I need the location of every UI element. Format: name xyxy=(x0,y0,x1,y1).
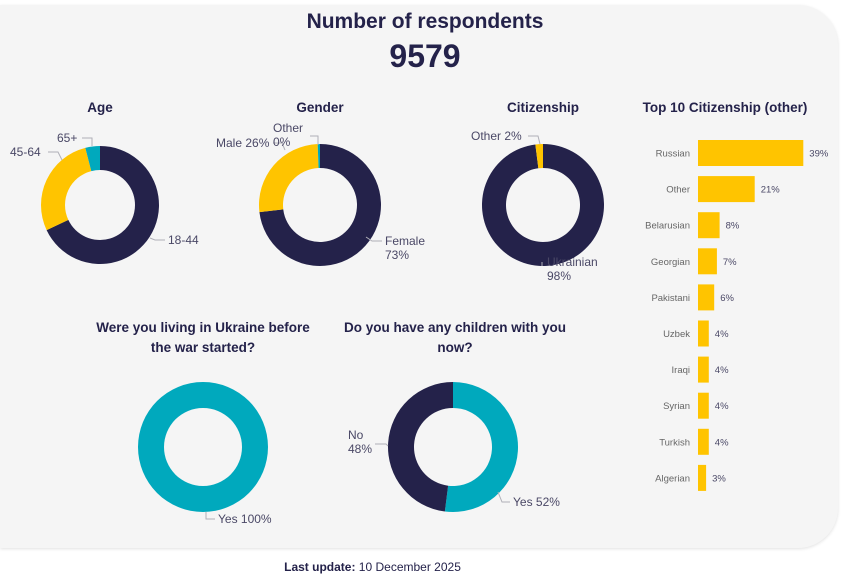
leader-line xyxy=(375,443,389,447)
last-update-date: 10 December 2025 xyxy=(358,560,461,574)
bar-turkish[interactable] xyxy=(698,428,709,455)
bar-value-label: 4% xyxy=(715,401,729,412)
bar-category-label: Belarusian xyxy=(645,221,690,232)
age-slice[interactable] xyxy=(85,146,100,172)
children-slice-label: Yes 52% xyxy=(513,495,560,509)
children-chart-title: Do you have any children with you now? xyxy=(343,320,567,355)
leader-line xyxy=(310,135,319,145)
gender-slice[interactable] xyxy=(317,144,320,169)
citizenship-slice[interactable] xyxy=(535,144,543,169)
bar-georgian[interactable] xyxy=(698,248,717,275)
bar-category-label: Iraqi xyxy=(672,365,690,376)
citizenship-chart-title: Citizenship xyxy=(506,100,579,115)
children-slice[interactable] xyxy=(444,381,519,513)
age-slice[interactable] xyxy=(40,147,92,231)
ukraine-donut: Yes 100% xyxy=(138,382,272,526)
bar-value-label: 4% xyxy=(715,329,729,340)
gender-slice-label: Female 73% xyxy=(385,234,425,262)
leader-line xyxy=(528,135,541,145)
leader-line xyxy=(48,151,63,161)
children-slice[interactable] xyxy=(388,382,453,512)
bar-value-label: 8% xyxy=(726,221,740,232)
last-update: Last update: 10 December 2025 xyxy=(0,560,745,574)
ukraine-chart-title: Were you living in Ukraine before the wa… xyxy=(96,320,310,355)
gender-slice-label: Male 26% xyxy=(216,136,270,150)
bar-algerian[interactable] xyxy=(698,464,707,491)
leader-line xyxy=(149,237,165,241)
bar-uzbek[interactable] xyxy=(698,320,709,347)
bar-value-label: 39% xyxy=(809,149,829,160)
age-chart-title: Age xyxy=(87,100,113,115)
age-slice-label: 65+ xyxy=(57,131,77,145)
bar-syrian[interactable] xyxy=(698,392,709,419)
bar-category-label: Other xyxy=(666,185,690,196)
bar-value-label: 21% xyxy=(761,185,781,196)
children-donut: Yes 52% No 48% xyxy=(348,381,560,513)
leader-line xyxy=(205,512,215,520)
top10-bar-chart: Russian 39% Other 21% Belarusian 8% Georgian 7%… xyxy=(645,140,829,491)
last-update-label: Last update: xyxy=(284,560,356,574)
leader-line xyxy=(273,142,286,151)
children-slice-label: No 48% xyxy=(348,428,372,456)
bar-value-label: 3% xyxy=(712,473,726,484)
gender-slice-label: Other 0% xyxy=(273,121,303,149)
bar-category-label: Turkish xyxy=(659,437,690,448)
bar-category-label: Algerian xyxy=(655,473,690,484)
age-slice-label: 45-64 xyxy=(10,145,41,159)
bar-belarusian[interactable] xyxy=(698,212,720,239)
respondent-count: 9579 xyxy=(389,38,461,74)
leader-line xyxy=(365,236,382,242)
gender-slice[interactable] xyxy=(259,144,381,267)
gender-donut: Female 73% Male 26%Other 0% xyxy=(216,121,425,267)
bar-value-label: 7% xyxy=(723,257,737,268)
bar-value-label: 6% xyxy=(720,293,734,304)
citizenship-donut: Ukrainian 98% Other 2% xyxy=(471,129,604,283)
bar-value-label: 4% xyxy=(715,437,729,448)
citizenship-slice-label: Other 2% xyxy=(471,129,522,143)
leader-line xyxy=(497,491,510,503)
page-title: Number of respondents xyxy=(306,10,544,33)
citizenship-slice-label: Ukrainian 98% xyxy=(547,255,598,283)
bar-russian[interactable] xyxy=(698,140,804,166)
bar-pakistani[interactable] xyxy=(698,284,715,311)
leader-line xyxy=(82,137,93,146)
bar-category-label: Uzbek xyxy=(663,329,690,340)
citizenship-slice[interactable] xyxy=(482,144,604,266)
bar-value-label: 4% xyxy=(715,365,729,376)
age-slice-label: 18-44 xyxy=(168,233,199,247)
gender-chart-title: Gender xyxy=(296,100,344,115)
bar-category-label: Russian xyxy=(656,149,690,160)
bar-other[interactable] xyxy=(698,176,755,203)
bar-category-label: Syrian xyxy=(663,401,690,412)
gender-slice[interactable] xyxy=(259,144,319,213)
ukraine-slice[interactable] xyxy=(138,382,268,512)
ukraine-slice-label: Yes 100% xyxy=(218,512,272,526)
bar-category-label: Georgian xyxy=(651,257,690,268)
age-donut: 18-44 45-64 65+ xyxy=(10,131,199,264)
top10-chart-title: Top 10 Citizenship (other) xyxy=(642,100,808,115)
bar-iraqi[interactable] xyxy=(698,356,709,383)
age-slice[interactable] xyxy=(46,146,159,264)
bar-category-label: Pakistani xyxy=(651,293,690,304)
